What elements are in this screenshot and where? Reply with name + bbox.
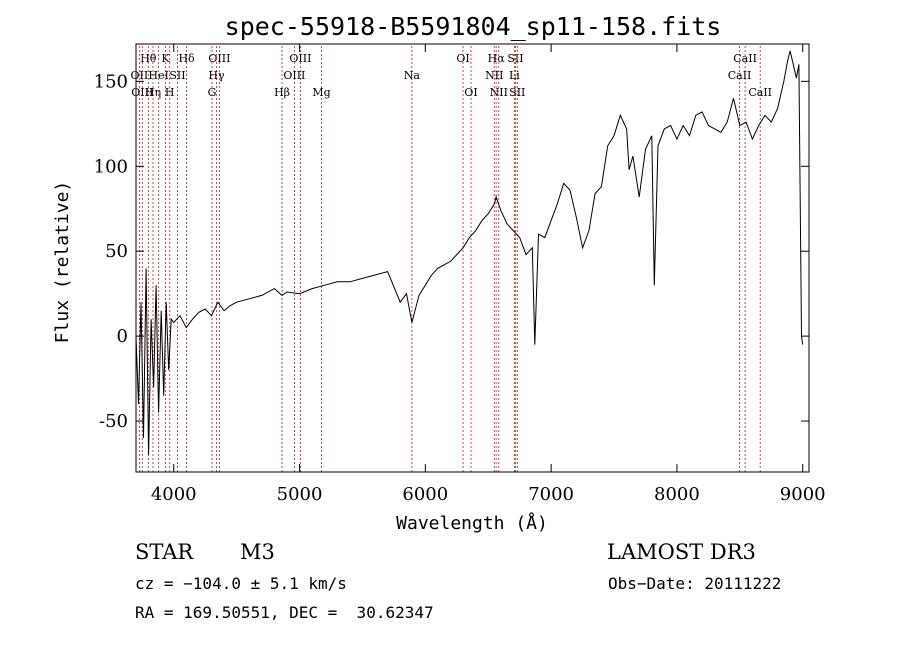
plot-frame	[135, 43, 810, 473]
line-label: OI	[464, 86, 477, 99]
obs-date: Obs−Date: 20111222	[608, 574, 782, 593]
line-label: Hβ	[274, 86, 290, 99]
x-tick-label: 5000	[277, 484, 323, 505]
subclass: M3	[240, 540, 275, 564]
x-tick-label: 8000	[654, 484, 700, 505]
line-label: OIII	[283, 69, 305, 82]
flux-series-line	[135, 50, 804, 456]
y-tick-label: 50	[105, 241, 128, 262]
survey-name: LAMOST DR3	[607, 540, 756, 564]
line-label: CaII	[748, 86, 772, 99]
line-label: OIII	[131, 86, 153, 99]
line-label: G	[208, 86, 217, 99]
x-axis-label: Wavelength (Å)	[396, 512, 548, 534]
x-tick-label: 7000	[528, 484, 574, 505]
axis-ticks: 4000 5000 6000 7000 8000 9000 -50 0 50 100 150	[94, 44, 826, 505]
line-label: Hη	[145, 86, 161, 99]
line-label: Na	[404, 69, 421, 82]
line-label: Hγ	[208, 69, 225, 82]
y-tick-label: -50	[99, 411, 128, 432]
line-label: SII	[169, 69, 185, 82]
line-label: SII	[509, 86, 525, 99]
line-label: HeI	[148, 69, 168, 82]
line-label: Mg	[312, 86, 330, 99]
y-tick-label: 0	[117, 326, 128, 347]
line-label: Hθ	[140, 52, 157, 65]
coordinates: RA = 169.50551, DEC = 30.62347	[135, 603, 434, 622]
line-label: OII	[131, 69, 149, 82]
y-axis-label: Flux (relative)	[52, 181, 73, 344]
x-tick-label: 9000	[780, 484, 826, 505]
line-label: K	[161, 52, 170, 65]
object-class: STAR	[135, 540, 194, 564]
line-label: Li	[509, 69, 520, 82]
line-label: CaII	[733, 52, 757, 65]
line-label: Hα	[488, 52, 506, 65]
x-tick-label: 6000	[402, 484, 448, 505]
line-label: Hδ	[178, 52, 195, 65]
line-label: OI	[456, 52, 469, 65]
redshift-text: cz = −104.0 ± 5.1 km/s	[135, 574, 347, 593]
line-label: NII	[490, 86, 508, 99]
line-label: H	[165, 86, 175, 99]
y-tick-label: 150	[94, 71, 128, 92]
line-label: CaII	[728, 69, 752, 82]
line-label: OIII	[289, 52, 311, 65]
y-tick-label: 100	[94, 156, 128, 177]
chart-title: spec-55918-B5591804_sp11-158.fits	[225, 12, 722, 41]
x-tick-label: 4000	[151, 484, 197, 505]
line-label: NII	[485, 69, 503, 82]
line-label: OIII	[208, 52, 230, 65]
line-label: SII	[507, 52, 523, 65]
